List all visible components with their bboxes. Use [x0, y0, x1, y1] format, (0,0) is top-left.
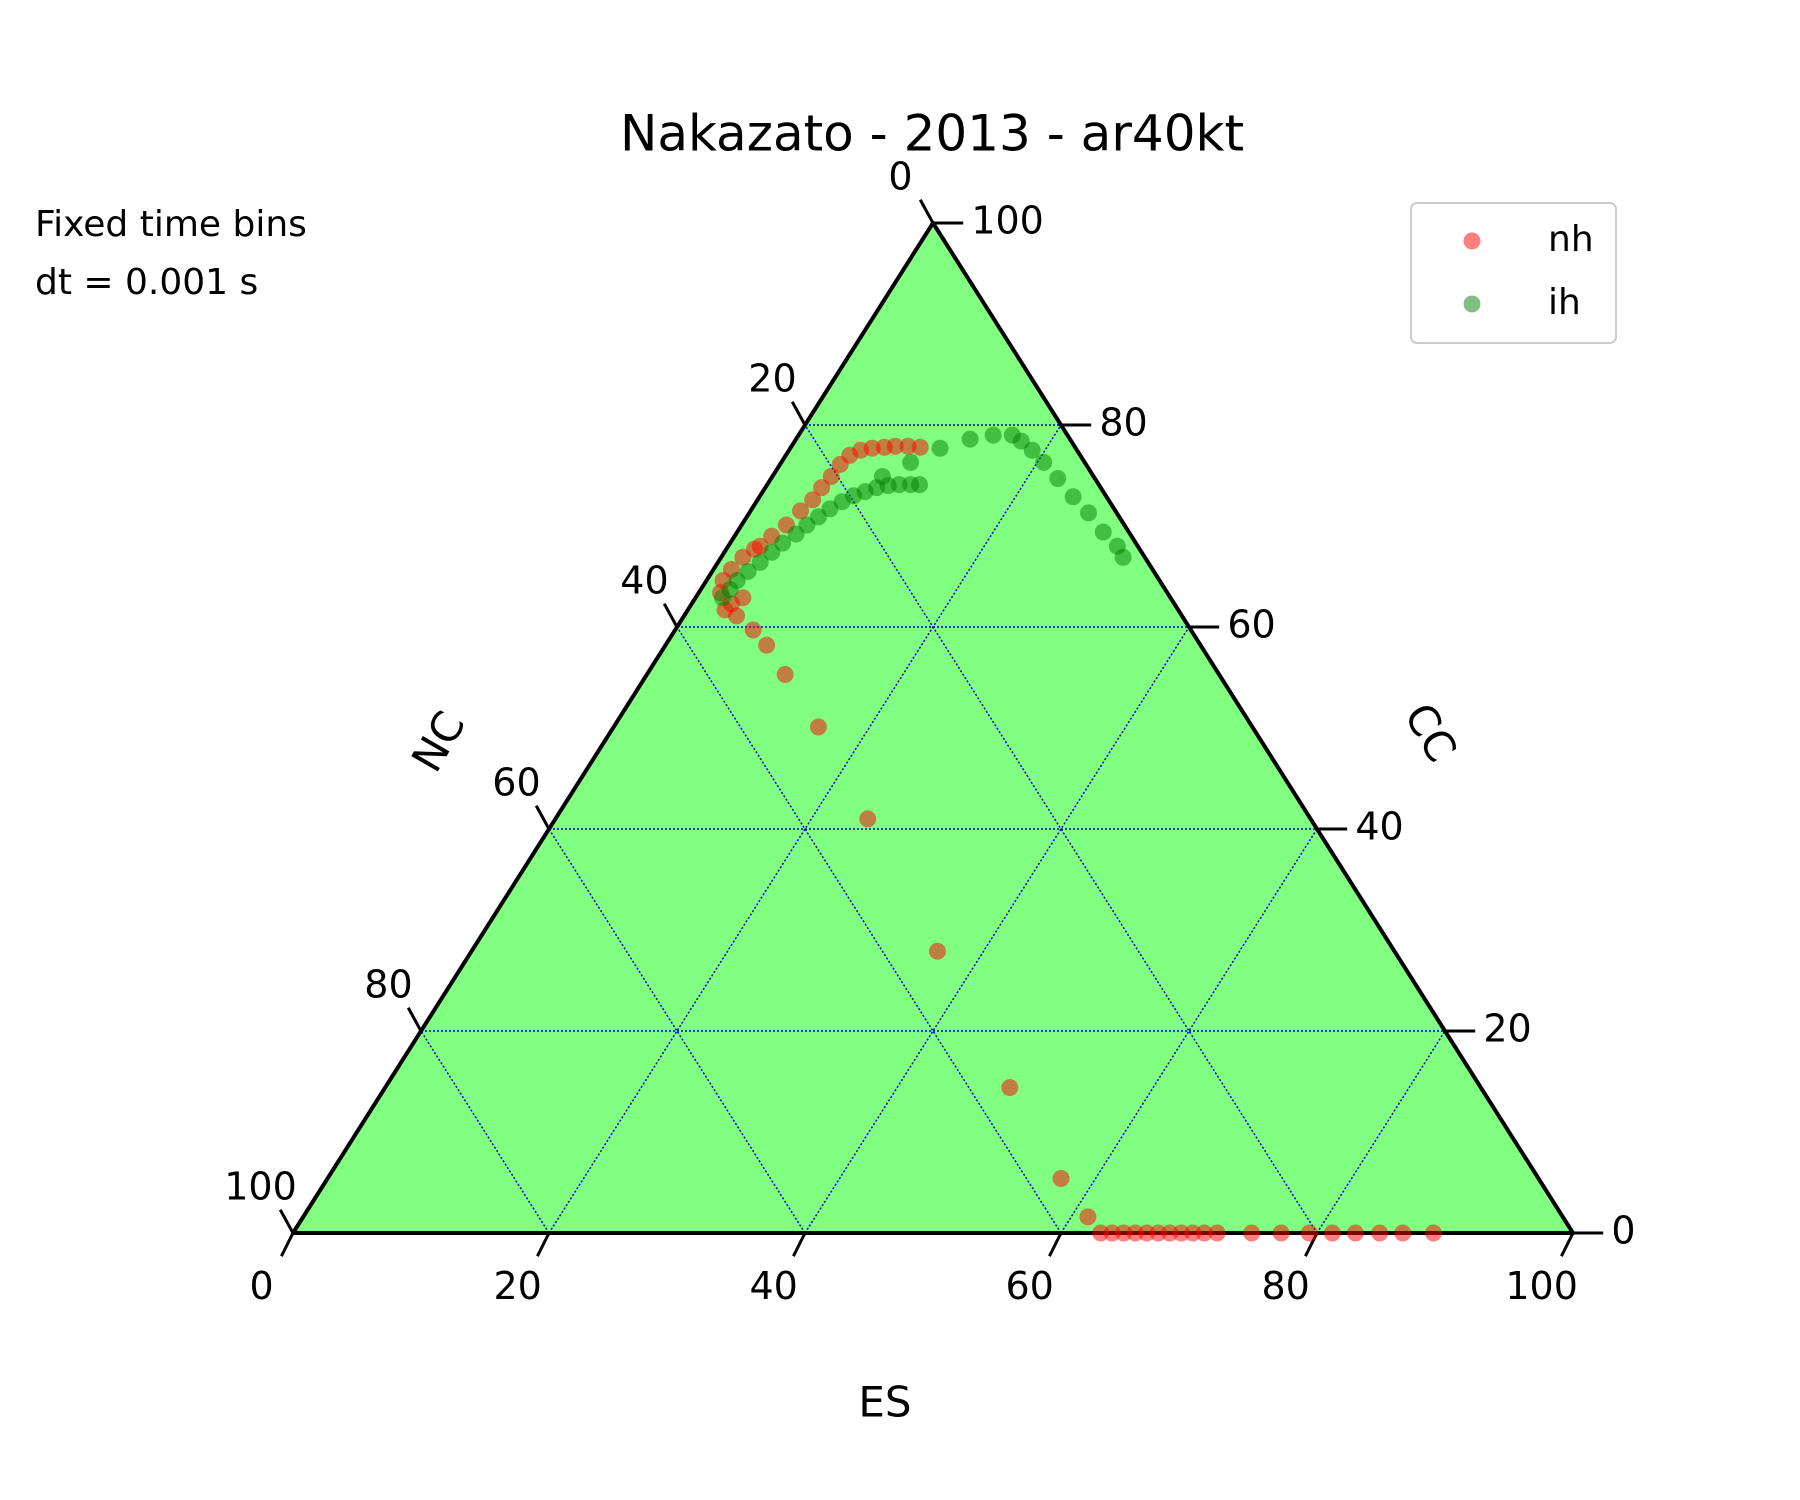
tick-label: 0: [888, 154, 912, 198]
grid-line: [676, 626, 1062, 1234]
data-point: [774, 534, 792, 552]
tick-mark: [534, 805, 551, 830]
data-point: [1394, 1224, 1412, 1242]
tick-mark: [792, 1232, 807, 1257]
tick-label: 100: [971, 199, 1044, 243]
tick-mark: [278, 1209, 295, 1234]
data-point: [873, 468, 891, 486]
tick-label: 0: [250, 1264, 274, 1308]
data-point: [899, 437, 917, 455]
data-point: [928, 942, 946, 960]
data-point: [1049, 470, 1067, 488]
data-point: [822, 468, 840, 486]
grid-line: [804, 424, 1318, 1234]
data-point: [1371, 1224, 1389, 1242]
legend-label: nh: [1548, 219, 1594, 260]
data-point: [1001, 1079, 1019, 1097]
data-point: [804, 491, 822, 509]
tick-label: 100: [1505, 1264, 1578, 1308]
axis-label: NC: [402, 703, 475, 780]
axis-label: CC: [1395, 695, 1467, 770]
data-point: [1094, 523, 1112, 541]
data-point: [1023, 441, 1041, 459]
annotation: dt = 0.001 s: [35, 262, 258, 303]
tick-label: 20: [748, 356, 796, 400]
data-point: [984, 426, 1002, 444]
data-point: [744, 621, 762, 639]
axis-label: ES: [858, 1378, 911, 1427]
data-point: [931, 439, 949, 457]
tick-label: 40: [620, 558, 668, 602]
data-point: [734, 589, 752, 607]
legend-box: [1410, 202, 1617, 344]
tick-label: 100: [224, 1164, 297, 1208]
legend-marker: [1463, 232, 1481, 250]
data-point: [751, 553, 769, 571]
tick-mark: [918, 199, 935, 224]
grid-line: [804, 626, 1190, 1234]
tick-label: 40: [749, 1264, 797, 1308]
data-point: [813, 479, 831, 497]
data-point: [1052, 1169, 1070, 1187]
data-point: [902, 453, 920, 471]
annotation: Fixed time bins: [35, 204, 307, 245]
tick-label: 60: [1227, 603, 1275, 647]
tick-mark: [1048, 1232, 1063, 1257]
tick-mark: [790, 401, 807, 426]
data-point: [1323, 1224, 1341, 1242]
grid-line: [548, 424, 1062, 1234]
data-point: [859, 810, 877, 828]
triangle-border: [291, 221, 1575, 1235]
data-point: [1080, 504, 1098, 522]
legend-label: ih: [1548, 282, 1581, 323]
tick-mark: [406, 1007, 423, 1032]
plot-area: [291, 221, 1575, 1235]
data-point: [886, 437, 904, 455]
data-point: [728, 607, 746, 625]
data-point: [1272, 1224, 1290, 1242]
data-point: [1064, 488, 1082, 506]
data-point: [911, 476, 929, 494]
data-point: [739, 562, 757, 580]
tick-mark: [1560, 1232, 1575, 1257]
data-point: [792, 502, 810, 520]
tick-label: 60: [492, 760, 540, 804]
data-point: [1346, 1224, 1364, 1242]
data-point: [1208, 1224, 1226, 1242]
triangle-area: [293, 223, 1573, 1233]
tick-label: 0: [1611, 1209, 1635, 1253]
tick-label: 80: [1261, 1264, 1309, 1308]
data-point: [809, 718, 827, 736]
tick-label: 20: [493, 1264, 541, 1308]
data-point: [776, 665, 794, 683]
data-point: [863, 439, 881, 457]
data-point: [1114, 548, 1132, 566]
tick-mark: [662, 603, 679, 628]
tick-label: 80: [364, 962, 412, 1006]
tick-label: 60: [1005, 1264, 1053, 1308]
tick-label: 40: [1355, 805, 1403, 849]
chart-title: Nakazato - 2013 - ar40kt: [620, 105, 1244, 163]
data-point: [961, 430, 979, 448]
tick-label: 80: [1099, 401, 1147, 445]
data-point: [911, 438, 929, 456]
tick-label: 20: [1483, 1007, 1531, 1051]
data-point: [1424, 1224, 1442, 1242]
data-point: [1300, 1224, 1318, 1242]
data-point: [1243, 1224, 1261, 1242]
data-point: [1079, 1208, 1097, 1226]
data-point: [1195, 1224, 1213, 1242]
tick-mark: [280, 1232, 295, 1257]
data-point: [1035, 453, 1053, 471]
tick-mark: [536, 1232, 551, 1257]
data-point: [758, 636, 776, 654]
legend-marker: [1463, 295, 1481, 313]
